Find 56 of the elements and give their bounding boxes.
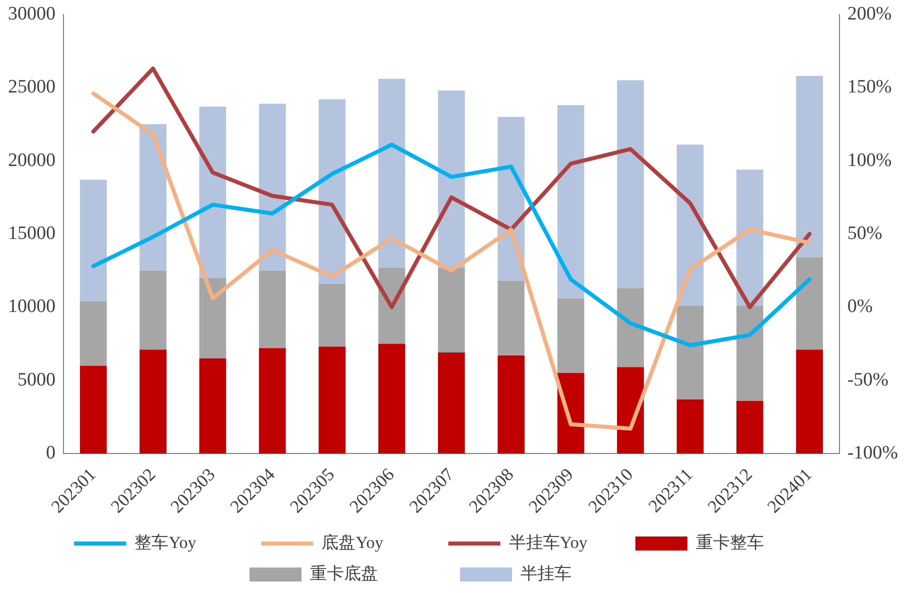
bar [318, 284, 346, 347]
bar [617, 367, 644, 454]
bar [318, 99, 346, 284]
bar [438, 268, 465, 353]
bar [676, 144, 704, 306]
y-tick-label: 10000 [8, 296, 56, 318]
bar [80, 366, 107, 454]
bar [80, 180, 107, 302]
bar [318, 346, 346, 454]
bar [676, 399, 704, 454]
legend-label: 半挂车Yoy [508, 532, 622, 552]
bar [438, 352, 465, 454]
legend-label: 重卡底盘 [310, 564, 446, 583]
bar [498, 355, 525, 454]
bar [258, 348, 286, 454]
bar [736, 400, 764, 454]
legend-label: 底盘Yoy [322, 532, 434, 552]
bar [140, 350, 166, 454]
bar [736, 306, 764, 401]
bar [557, 105, 584, 298]
bar [438, 90, 465, 268]
y2-tick-label: -50% [847, 369, 889, 390]
bar [617, 288, 644, 368]
bar [796, 350, 823, 454]
y2-tick-label: 0% [847, 296, 873, 318]
bar [258, 104, 286, 271]
bar [676, 306, 704, 400]
bar [80, 301, 107, 366]
legend-label: 重卡整车 [696, 532, 832, 552]
bar [199, 358, 226, 454]
legend-label: 整车Yoy [134, 532, 248, 552]
bar [796, 257, 823, 350]
bar [378, 344, 406, 454]
bar [258, 270, 286, 348]
y-tick-label: 30000 [8, 3, 56, 24]
bar [199, 106, 226, 278]
bar [796, 76, 823, 258]
legend-label: 半挂车 [520, 564, 656, 583]
y2-tick-label: 50% [847, 222, 882, 244]
y2-tick-label: 200% [847, 3, 892, 24]
y-tick-label: 20000 [8, 150, 56, 171]
bar [199, 278, 226, 358]
bar [617, 80, 644, 288]
y2-tick-label: 150% [847, 76, 892, 98]
y2-tick-label: 100% [847, 150, 892, 171]
y2-tick-label: -100% [847, 442, 898, 464]
y-tick-label: 5000 [18, 369, 56, 390]
y-tick-label: 15000 [8, 222, 56, 244]
bar [736, 170, 764, 306]
bar [140, 270, 166, 350]
bar [140, 124, 166, 271]
y-tick-label: 25000 [8, 76, 56, 98]
bar [498, 280, 525, 356]
bar [557, 298, 584, 374]
bar [378, 78, 406, 268]
y-tick-label: 0 [46, 442, 56, 464]
